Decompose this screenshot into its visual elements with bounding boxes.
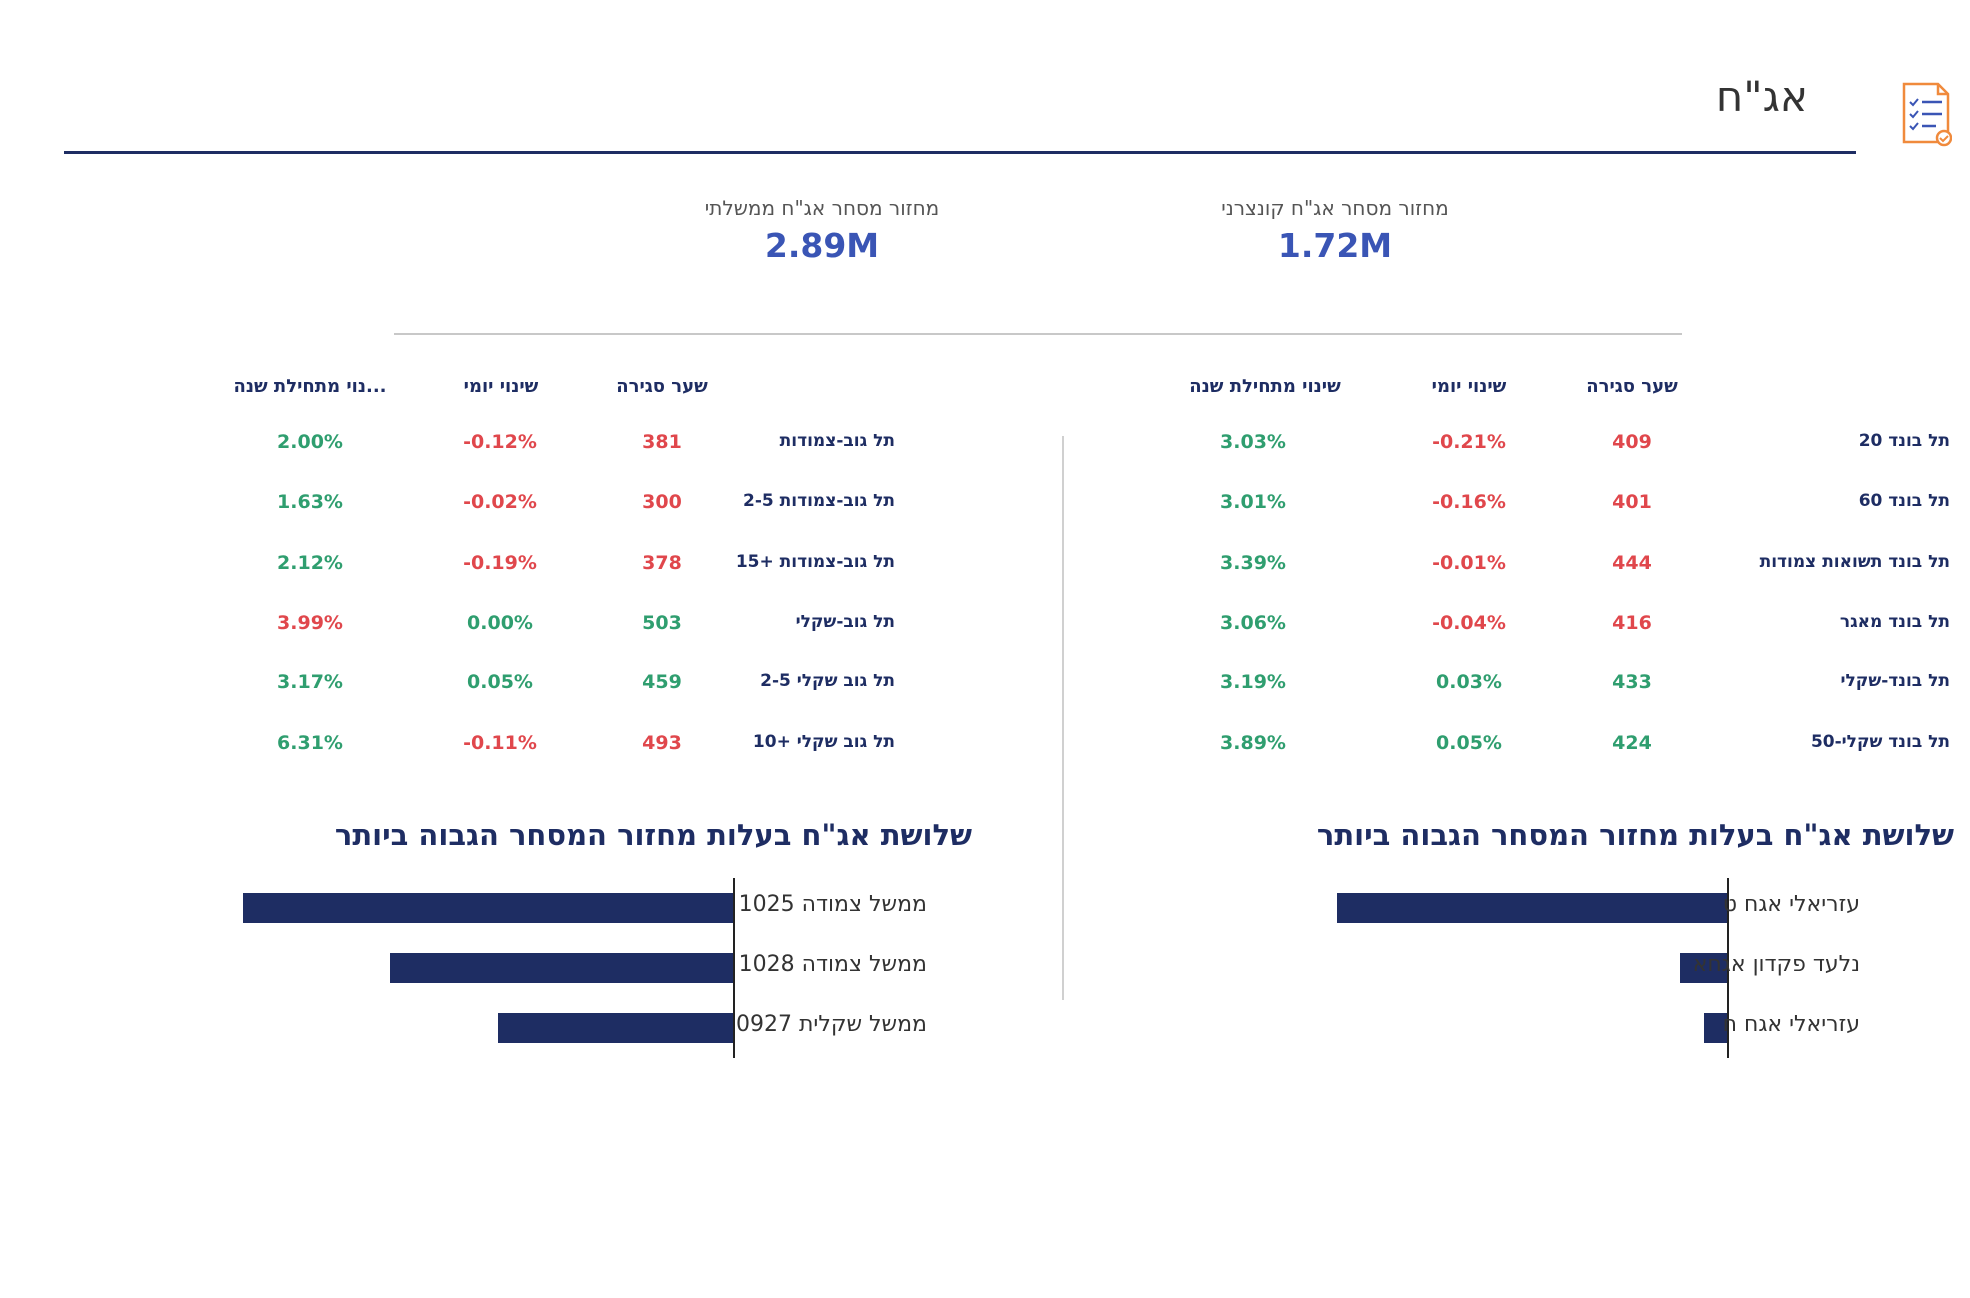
row-name: תל בונד תשואות צמודות: [1759, 552, 1950, 572]
row-daily: 0.00%: [467, 612, 533, 634]
vertical-divider: [1062, 436, 1064, 1000]
row-daily: -0.19%: [463, 552, 537, 574]
chart-bar: [1337, 893, 1727, 923]
page-title: אג"ח: [1715, 72, 1808, 121]
chart-bar-label: עזריאלי אגח ט: [1722, 892, 1860, 917]
chart-title-corporate: שלושת אג"ח בעלות מחזור המסחר הגבוה ביותר: [1316, 818, 1954, 852]
row-name: תל גוב שקלי 2-5: [760, 671, 895, 691]
chart-title-government: שלושת אג"ח בעלות מחזור המסחר הגבוה ביותר: [334, 818, 972, 852]
chart-bar: [498, 1013, 733, 1043]
row-name: תל גוב-שקלי: [795, 612, 895, 632]
row-name: תל גוב שקלי +10: [752, 732, 895, 752]
row-name: תל בונד-שקלי: [1840, 671, 1950, 691]
row-daily: -0.01%: [1432, 552, 1506, 574]
row-ytd: 3.03%: [1220, 431, 1286, 453]
row-close: 424: [1612, 732, 1652, 754]
row-ytd: 3.17%: [277, 671, 343, 693]
row-ytd: 3.99%: [277, 612, 343, 634]
left-header-close: שער סגירה: [616, 376, 708, 397]
chart-bar-label: ממשל צמודה 1028: [738, 952, 927, 977]
row-close: 433: [1612, 671, 1652, 693]
right-header-close: שער סגירה: [1586, 376, 1678, 397]
row-daily: 0.03%: [1436, 671, 1502, 693]
chart-bar-label: ממשל שקלית 0927: [735, 1012, 927, 1037]
row-name: תל בונד 60: [1858, 491, 1950, 511]
chart-bar-label: נלעד פקדון אגחא: [1692, 952, 1860, 977]
row-close: 381: [642, 431, 682, 453]
chart-axis: [733, 878, 735, 1058]
row-name: תל בונד מאגר: [1839, 612, 1950, 632]
row-name: תל גוב-צמודות: [779, 431, 895, 451]
right-header-daily: שינוי יומי: [1431, 376, 1507, 397]
row-ytd: 3.01%: [1220, 491, 1286, 513]
row-close: 459: [642, 671, 682, 693]
kpi-corporate-value: 1.72M: [1277, 226, 1393, 265]
row-daily: 0.05%: [1436, 732, 1502, 754]
row-name: תל בונד שקלי-50: [1810, 732, 1950, 752]
chart-bar: [1704, 1013, 1727, 1043]
header-divider: [64, 151, 1856, 154]
kpi-government: מחזור מסחר אג"ח ממשלתי 2.89M: [622, 196, 1022, 265]
kpi-government-label: מחזור מסחר אג"ח ממשלתי: [704, 196, 940, 220]
row-daily: -0.02%: [463, 491, 537, 513]
chart-axis: [1727, 878, 1729, 1058]
row-close: 416: [1612, 612, 1652, 634]
row-daily: -0.21%: [1432, 431, 1506, 453]
kpi-government-value: 2.89M: [764, 226, 880, 265]
row-close: 503: [642, 612, 682, 634]
chart-bar-label: ממשל צמודה 1025: [738, 892, 927, 917]
row-ytd: 3.06%: [1220, 612, 1286, 634]
row-name: תל בונד 20: [1858, 431, 1950, 451]
document-checklist-icon: [1902, 82, 1952, 147]
chart-bar-label: עזריאלי אגח ח: [1722, 1012, 1860, 1037]
chart-bar: [1680, 953, 1727, 983]
row-close: 409: [1612, 431, 1652, 453]
row-close: 300: [642, 491, 682, 513]
row-ytd: 6.31%: [277, 732, 343, 754]
row-name: תל גוב-צמודות 2-5: [743, 491, 895, 511]
row-ytd: 1.63%: [277, 491, 343, 513]
kpi-corporate-label: מחזור מסחר אג"ח קונצרני: [1221, 196, 1449, 220]
row-close: 401: [1612, 491, 1652, 513]
row-daily: -0.04%: [1432, 612, 1506, 634]
row-ytd: 2.00%: [277, 431, 343, 453]
row-ytd: 2.12%: [277, 552, 343, 574]
chart-bar: [390, 953, 733, 983]
row-ytd: 3.39%: [1220, 552, 1286, 574]
row-name: תל גוב-צמודות +15: [735, 552, 895, 572]
left-header-daily: שינוי יומי: [463, 376, 539, 397]
row-daily: -0.16%: [1432, 491, 1506, 513]
row-close: 444: [1612, 552, 1652, 574]
row-close: 493: [642, 732, 682, 754]
left-header-ytd: ...נוי מתחילת שנה: [233, 376, 387, 397]
row-daily: 0.05%: [467, 671, 533, 693]
right-header-ytd: שינוי מתחילת שנה: [1189, 376, 1341, 397]
row-ytd: 3.19%: [1220, 671, 1286, 693]
kpi-corporate: מחזור מסחר אג"ח קונצרני 1.72M: [1135, 196, 1535, 265]
row-daily: -0.12%: [463, 431, 537, 453]
row-ytd: 3.89%: [1220, 732, 1286, 754]
chart-bar: [243, 893, 733, 923]
row-close: 378: [642, 552, 682, 574]
row-daily: -0.11%: [463, 732, 537, 754]
section-divider: [394, 333, 1682, 335]
